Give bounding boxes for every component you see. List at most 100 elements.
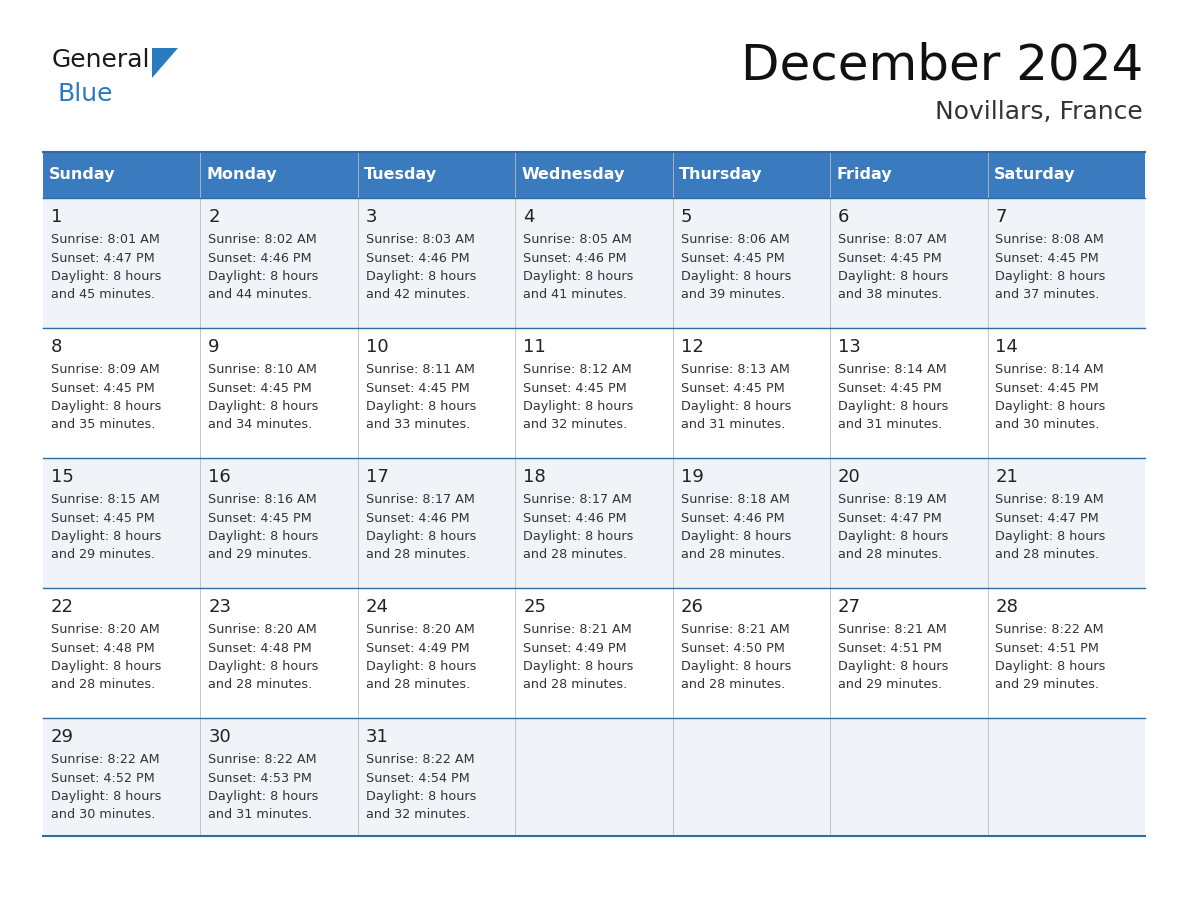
Text: 28: 28 xyxy=(996,598,1018,616)
Text: 15: 15 xyxy=(51,468,74,486)
Text: Daylight: 8 hours: Daylight: 8 hours xyxy=(366,660,476,673)
Text: 17: 17 xyxy=(366,468,388,486)
Text: 14: 14 xyxy=(996,338,1018,356)
Text: and 28 minutes.: and 28 minutes. xyxy=(681,548,785,562)
Text: and 38 minutes.: and 38 minutes. xyxy=(838,288,942,301)
Text: Daylight: 8 hours: Daylight: 8 hours xyxy=(681,660,791,673)
Text: 5: 5 xyxy=(681,208,693,226)
Text: and 29 minutes.: and 29 minutes. xyxy=(208,548,312,562)
Text: Sunrise: 8:19 AM: Sunrise: 8:19 AM xyxy=(838,493,947,506)
Text: 10: 10 xyxy=(366,338,388,356)
Text: Sunset: 4:45 PM: Sunset: 4:45 PM xyxy=(51,511,154,524)
Text: 16: 16 xyxy=(208,468,230,486)
Text: and 29 minutes.: and 29 minutes. xyxy=(51,548,154,562)
Text: and 29 minutes.: and 29 minutes. xyxy=(996,678,1100,691)
Text: Sunrise: 8:03 AM: Sunrise: 8:03 AM xyxy=(366,233,474,246)
Text: 25: 25 xyxy=(523,598,546,616)
Text: 3: 3 xyxy=(366,208,378,226)
Text: Sunrise: 8:09 AM: Sunrise: 8:09 AM xyxy=(51,363,159,376)
Text: Sunset: 4:52 PM: Sunset: 4:52 PM xyxy=(51,771,154,785)
Text: Sunset: 4:45 PM: Sunset: 4:45 PM xyxy=(996,382,1099,395)
Text: Sunrise: 8:15 AM: Sunrise: 8:15 AM xyxy=(51,493,159,506)
Text: Sunset: 4:48 PM: Sunset: 4:48 PM xyxy=(51,642,154,655)
Text: Sunset: 4:45 PM: Sunset: 4:45 PM xyxy=(523,382,627,395)
Text: Sunset: 4:45 PM: Sunset: 4:45 PM xyxy=(838,252,942,264)
Text: and 37 minutes.: and 37 minutes. xyxy=(996,288,1100,301)
Text: Sunset: 4:47 PM: Sunset: 4:47 PM xyxy=(838,511,942,524)
Text: Sunset: 4:49 PM: Sunset: 4:49 PM xyxy=(523,642,627,655)
Bar xyxy=(43,718,1145,836)
Text: Monday: Monday xyxy=(207,167,277,183)
Text: 30: 30 xyxy=(208,728,230,746)
Text: and 28 minutes.: and 28 minutes. xyxy=(523,678,627,691)
Text: Sunrise: 8:22 AM: Sunrise: 8:22 AM xyxy=(996,623,1104,636)
Text: Sunset: 4:47 PM: Sunset: 4:47 PM xyxy=(51,252,154,264)
Text: Daylight: 8 hours: Daylight: 8 hours xyxy=(366,400,476,413)
Text: 6: 6 xyxy=(838,208,849,226)
Text: and 28 minutes.: and 28 minutes. xyxy=(681,678,785,691)
Text: 19: 19 xyxy=(681,468,703,486)
Text: and 28 minutes.: and 28 minutes. xyxy=(366,678,470,691)
Text: Daylight: 8 hours: Daylight: 8 hours xyxy=(838,530,948,543)
Text: 26: 26 xyxy=(681,598,703,616)
Text: and 29 minutes.: and 29 minutes. xyxy=(838,678,942,691)
Text: 4: 4 xyxy=(523,208,535,226)
Text: Daylight: 8 hours: Daylight: 8 hours xyxy=(523,400,633,413)
Text: and 28 minutes.: and 28 minutes. xyxy=(523,548,627,562)
Text: Daylight: 8 hours: Daylight: 8 hours xyxy=(996,660,1106,673)
Text: 13: 13 xyxy=(838,338,861,356)
Text: Sunset: 4:54 PM: Sunset: 4:54 PM xyxy=(366,771,469,785)
Text: and 34 minutes.: and 34 minutes. xyxy=(208,419,312,431)
Text: Sunrise: 8:21 AM: Sunrise: 8:21 AM xyxy=(523,623,632,636)
Bar xyxy=(43,588,1145,718)
Text: Sunset: 4:45 PM: Sunset: 4:45 PM xyxy=(838,382,942,395)
Text: Sunset: 4:49 PM: Sunset: 4:49 PM xyxy=(366,642,469,655)
Text: Wednesday: Wednesday xyxy=(522,167,625,183)
Bar xyxy=(43,198,1145,328)
Text: Sunday: Sunday xyxy=(49,167,115,183)
Text: 8: 8 xyxy=(51,338,62,356)
Text: and 32 minutes.: and 32 minutes. xyxy=(366,809,470,822)
Polygon shape xyxy=(152,48,178,78)
Text: Sunset: 4:51 PM: Sunset: 4:51 PM xyxy=(838,642,942,655)
Text: Daylight: 8 hours: Daylight: 8 hours xyxy=(523,270,633,283)
Text: Sunrise: 8:22 AM: Sunrise: 8:22 AM xyxy=(208,753,317,766)
Text: Sunrise: 8:10 AM: Sunrise: 8:10 AM xyxy=(208,363,317,376)
Text: and 30 minutes.: and 30 minutes. xyxy=(996,419,1100,431)
Text: 27: 27 xyxy=(838,598,861,616)
Text: and 28 minutes.: and 28 minutes. xyxy=(51,678,156,691)
Text: Daylight: 8 hours: Daylight: 8 hours xyxy=(681,530,791,543)
Text: Sunrise: 8:14 AM: Sunrise: 8:14 AM xyxy=(838,363,947,376)
Text: Sunrise: 8:17 AM: Sunrise: 8:17 AM xyxy=(523,493,632,506)
Text: Daylight: 8 hours: Daylight: 8 hours xyxy=(51,790,162,803)
Text: Daylight: 8 hours: Daylight: 8 hours xyxy=(51,400,162,413)
Text: Daylight: 8 hours: Daylight: 8 hours xyxy=(208,660,318,673)
Text: Sunrise: 8:20 AM: Sunrise: 8:20 AM xyxy=(51,623,159,636)
Text: Daylight: 8 hours: Daylight: 8 hours xyxy=(366,530,476,543)
Text: Daylight: 8 hours: Daylight: 8 hours xyxy=(366,790,476,803)
Text: Sunrise: 8:20 AM: Sunrise: 8:20 AM xyxy=(208,623,317,636)
Text: and 28 minutes.: and 28 minutes. xyxy=(996,548,1100,562)
Text: 23: 23 xyxy=(208,598,232,616)
Text: Tuesday: Tuesday xyxy=(365,167,437,183)
Text: and 33 minutes.: and 33 minutes. xyxy=(366,419,470,431)
Text: Novillars, France: Novillars, France xyxy=(935,100,1143,124)
Text: Sunset: 4:45 PM: Sunset: 4:45 PM xyxy=(996,252,1099,264)
Text: Sunrise: 8:16 AM: Sunrise: 8:16 AM xyxy=(208,493,317,506)
Bar xyxy=(43,458,1145,588)
Text: Sunrise: 8:06 AM: Sunrise: 8:06 AM xyxy=(681,233,789,246)
Text: and 39 minutes.: and 39 minutes. xyxy=(681,288,785,301)
Text: and 28 minutes.: and 28 minutes. xyxy=(366,548,470,562)
Text: 22: 22 xyxy=(51,598,74,616)
Text: Sunset: 4:50 PM: Sunset: 4:50 PM xyxy=(681,642,784,655)
Text: Sunset: 4:45 PM: Sunset: 4:45 PM xyxy=(366,382,469,395)
Text: Sunset: 4:46 PM: Sunset: 4:46 PM xyxy=(208,252,312,264)
Text: Blue: Blue xyxy=(58,82,114,106)
Text: Sunset: 4:45 PM: Sunset: 4:45 PM xyxy=(681,382,784,395)
Text: Daylight: 8 hours: Daylight: 8 hours xyxy=(51,530,162,543)
Text: Daylight: 8 hours: Daylight: 8 hours xyxy=(366,270,476,283)
Text: Sunrise: 8:21 AM: Sunrise: 8:21 AM xyxy=(681,623,789,636)
Text: Daylight: 8 hours: Daylight: 8 hours xyxy=(681,270,791,283)
Text: Daylight: 8 hours: Daylight: 8 hours xyxy=(838,270,948,283)
Text: 12: 12 xyxy=(681,338,703,356)
